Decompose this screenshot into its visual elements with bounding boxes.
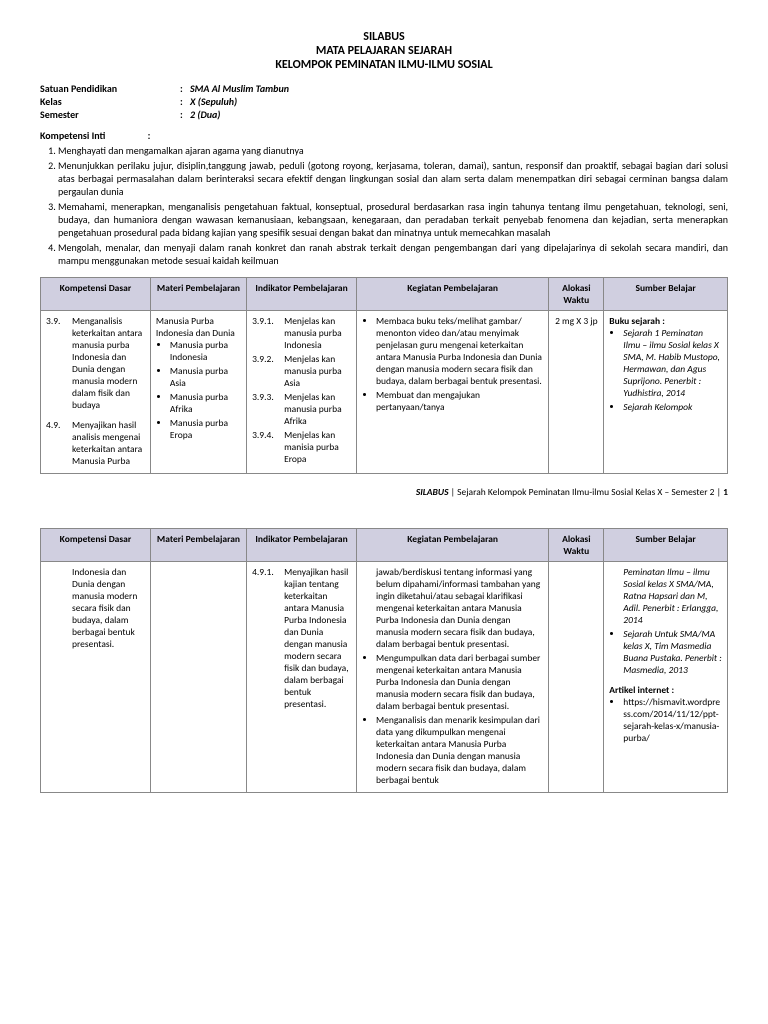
cell-mp [150,562,246,793]
cell-aw [549,562,604,793]
title-line-2: MATA PELAJARAN SEJARAH [40,44,728,58]
th-kd: Kompetensi Dasar [41,529,151,562]
cell-aw: 2 mg X 3 jp [549,311,604,474]
th-aw: Alokasi Waktu [549,278,604,311]
th-ip: Indikator Pembelajaran [247,278,357,311]
th-ip: Indikator Pembelajaran [247,529,357,562]
title-line-1: SILABUS [40,30,728,44]
title-block: SILABUS MATA PELAJARAN SEJARAH KELOMPOK … [40,30,728,72]
meta-semester-value: 2 (Dua) [190,108,220,121]
cell-ip: 3.9.1.Menjelas kan manusia purba Indones… [247,311,357,474]
th-kd: Kompetensi Dasar [41,278,151,311]
th-aw: Alokasi Waktu [549,529,604,562]
cell-sb: Peminatan Ilmu – ilmu Sosial kelas X SMA… [604,562,728,793]
th-sb: Sumber Belajar [604,529,728,562]
cell-ip: 4.9.1.Menyajikan hasil kajian tentang ke… [247,562,357,793]
th-sb: Sumber Belajar [604,278,728,311]
ki-heading: Kompetensi Inti : [40,129,728,142]
th-mp: Materi Pembelajaran [150,278,246,311]
page-footer: SILABUS | Sejarah Kelompok Peminatan Ilm… [40,486,728,498]
meta-kelas-label: Kelas [40,95,180,108]
cell-kd: 3.9.Menganalisis keterkaitan antara manu… [41,311,151,474]
syllabus-table-2: Kompetensi Dasar Materi Pembelajaran Ind… [40,528,728,793]
cell-keg: jawab/berdiskusi tentang informasi yang … [356,562,548,793]
title-line-3: KELOMPOK PEMINATAN ILMU-ILMU SOSIAL [40,58,728,72]
meta-semester-label: Semester [40,108,180,121]
ki-item: Mengolah, menalar, dan menyaji dalam ran… [58,241,728,267]
meta-satuan-label: Satuan Pendidikan [40,82,180,95]
cell-mp: Manusia Purba Indonesia dan Dunia Manusi… [150,311,246,474]
meta-satuan-value: SMA Al Muslim Tambun [190,82,289,95]
th-keg: Kegiatan Pembelajaran [356,529,548,562]
cell-keg: Membaca buku teks/melihat gambar/ menont… [356,311,548,474]
meta-block: Satuan Pendidikan : SMA Al Muslim Tambun… [40,82,728,121]
meta-kelas-value: X (Sepuluh) [190,95,237,108]
cell-sb: Buku sejarah : Sejarah 1 Peminatan Ilmu … [604,311,728,474]
th-keg: Kegiatan Pembelajaran [356,278,548,311]
ki-item: Memahami, menerapkan, menganalisis penge… [58,200,728,239]
table-row: Indonesia dan Dunia dengan manusia moder… [41,562,728,793]
ki-item: Menunjukkan perilaku jujur, disiplin,tan… [58,159,728,198]
ki-list: Menghayati dan mengamalkan ajaran agama … [40,144,728,267]
cell-kd: Indonesia dan Dunia dengan manusia moder… [41,562,151,793]
th-mp: Materi Pembelajaran [150,529,246,562]
table-row: 3.9.Menganalisis keterkaitan antara manu… [41,311,728,474]
syllabus-table-1: Kompetensi Dasar Materi Pembelajaran Ind… [40,277,728,474]
ki-item: Menghayati dan mengamalkan ajaran agama … [58,144,728,157]
